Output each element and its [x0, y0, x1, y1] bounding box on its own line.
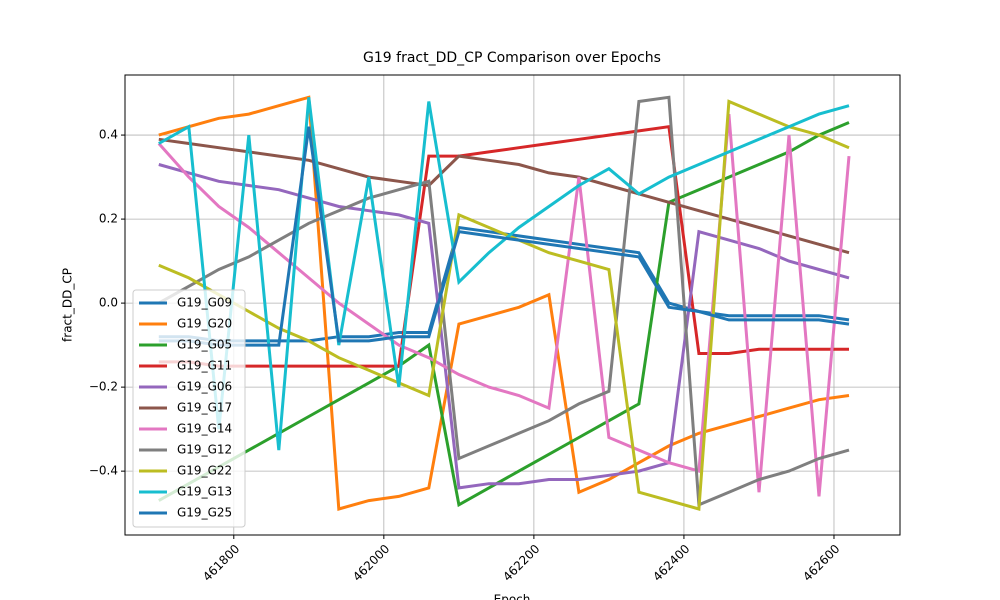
x-tick-label: 461800: [200, 542, 242, 584]
x-tick-label: 462000: [350, 542, 392, 584]
legend-label: G19_G09: [177, 296, 232, 310]
series-line: [158, 137, 850, 255]
x-tick-label: 462600: [800, 542, 842, 584]
series-line: [158, 95, 850, 507]
series-line: [158, 99, 850, 511]
series-line: [157, 113, 851, 497]
legend-label: G19_G13: [177, 485, 232, 499]
plot-frame: [124, 74, 901, 536]
series-line: [158, 125, 849, 368]
chart-title: G19 fract_DD_CP Comparison over Epochs: [363, 50, 661, 66]
legend-label: G19_G20: [177, 317, 232, 331]
series-line: [158, 95, 850, 511]
legend-label: G19_G06: [177, 380, 232, 394]
x-tick-label: 462400: [650, 542, 692, 584]
legend-label: G19_G11: [177, 359, 232, 373]
legend: G19_G09 G19_G20 G19_G05 G19_G11 G19_G06 G19_G…: [132, 289, 246, 528]
y-axis-label: fract_DD_CP: [61, 268, 75, 342]
y-tick-label: 0.0: [99, 296, 118, 310]
legend-label: G19_G14: [177, 422, 232, 436]
legend-label: G19_G25: [177, 506, 232, 520]
y-tick-label: −0.2: [89, 380, 118, 394]
series-line: [158, 97, 850, 451]
legend-box: [132, 289, 246, 528]
x-tick-label: 462200: [500, 542, 542, 584]
legend-label: G19_G22: [177, 464, 232, 478]
legend-label: G19_G05: [177, 338, 232, 352]
legend-label: G19_G17: [177, 401, 232, 415]
x-axis-label: Epoch: [494, 593, 531, 600]
series-line: [158, 126, 850, 347]
y-tick-label: 0.4: [99, 128, 118, 142]
y-tick-label: −0.4: [89, 464, 118, 478]
series-line: [158, 163, 850, 490]
y-tick-label: 0.2: [99, 212, 118, 226]
legend-label: G19_G12: [177, 443, 232, 457]
